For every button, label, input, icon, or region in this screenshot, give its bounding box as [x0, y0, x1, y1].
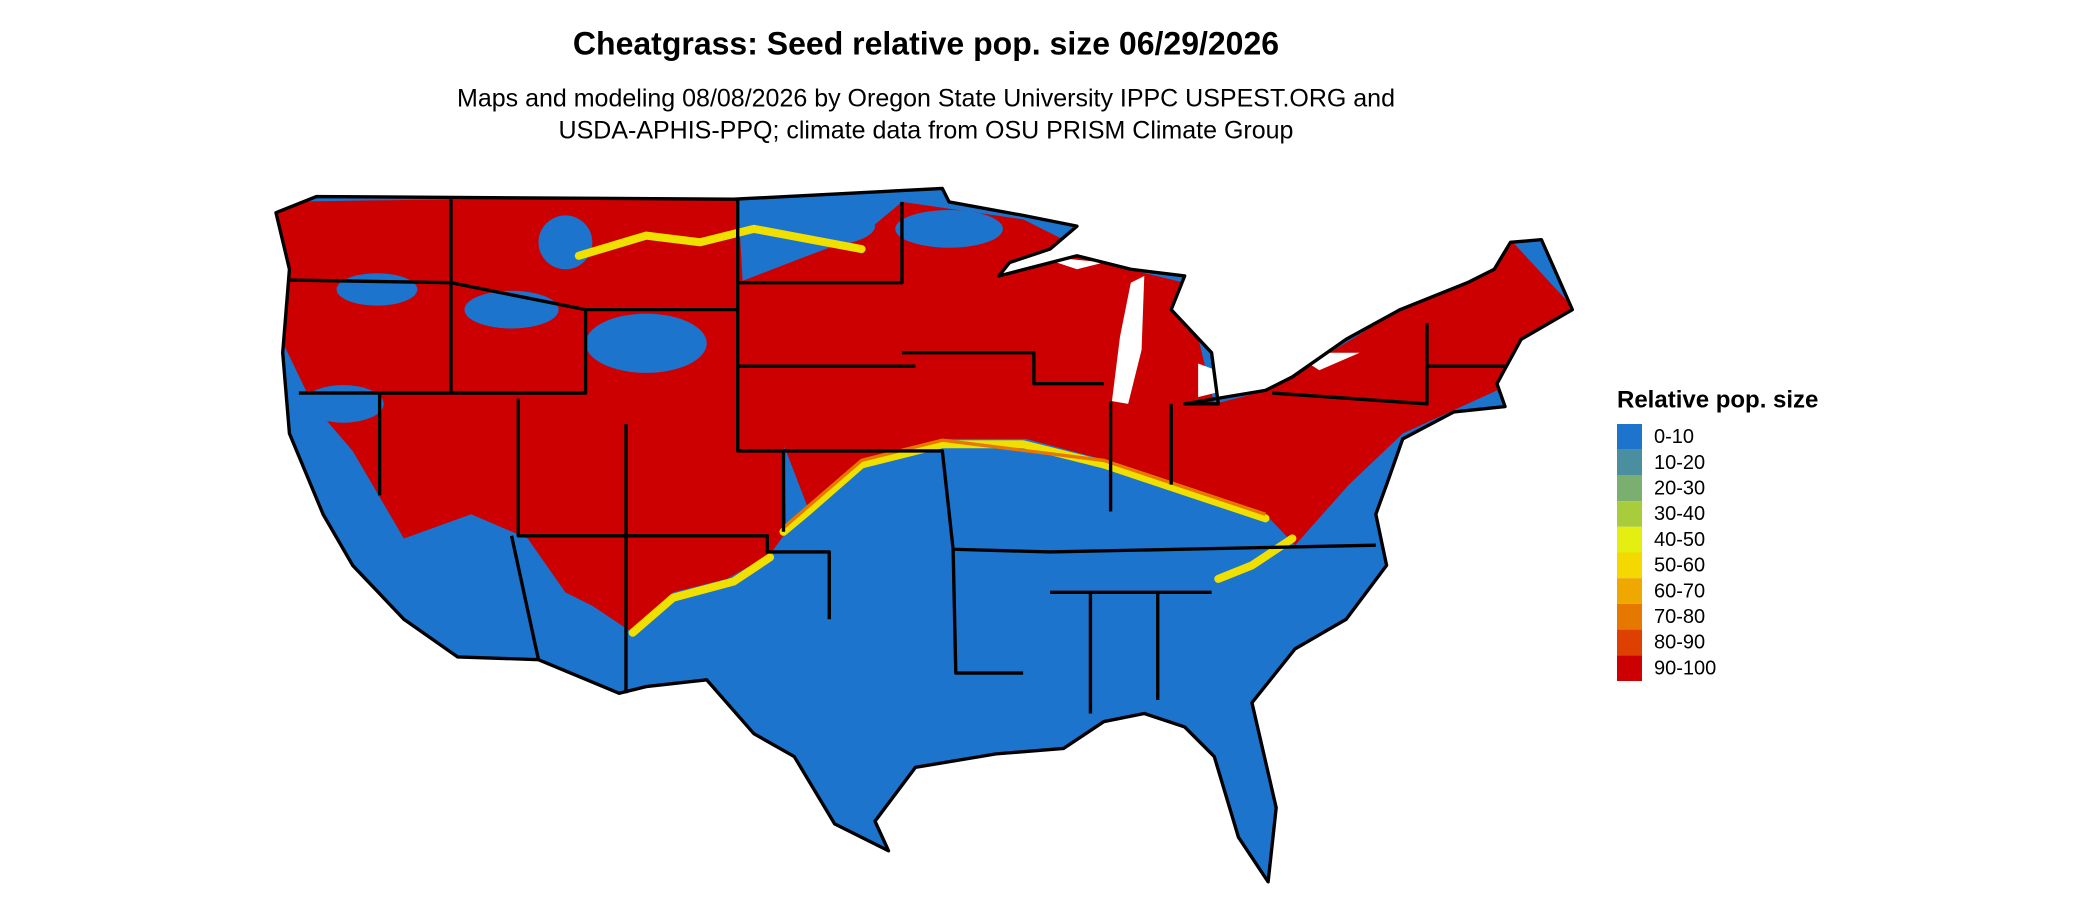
state-borders — [274, 186, 1575, 884]
map-title: Cheatgrass: Seed relative pop. size 06/2… — [573, 25, 1279, 61]
us-map — [274, 186, 1575, 884]
legend-label: 80-90 — [1654, 632, 1705, 654]
legend-swatch — [1617, 603, 1642, 630]
legend-swatch — [1617, 578, 1642, 604]
legend-title: Relative pop. size — [1617, 386, 1818, 413]
legend-swatch — [1617, 552, 1642, 579]
legend-label: 30-40 — [1654, 503, 1705, 525]
map-subtitle: USDA-APHIS-PPQ; climate data from OSU PR… — [559, 117, 1294, 145]
legend-swatch — [1617, 475, 1642, 502]
legend-swatch — [1617, 424, 1642, 450]
legend-swatch — [1617, 526, 1642, 553]
legend-label: 90-100 — [1654, 657, 1716, 679]
legend-swatch — [1617, 629, 1642, 656]
legend-label: 10-20 — [1654, 452, 1705, 474]
legend-label: 50-60 — [1654, 555, 1705, 577]
legend-swatch — [1617, 449, 1642, 476]
legend-swatch — [1617, 501, 1642, 527]
map-subtitle: Maps and modeling 08/08/2026 by Oregon S… — [457, 85, 1395, 113]
legend-label: 40-50 — [1654, 529, 1705, 551]
legend-label: 0-10 — [1654, 426, 1694, 448]
legend-swatch — [1617, 655, 1642, 681]
legend-label: 70-80 — [1654, 606, 1705, 628]
legend-label: 60-70 — [1654, 580, 1705, 602]
legend-label: 20-30 — [1654, 478, 1705, 500]
